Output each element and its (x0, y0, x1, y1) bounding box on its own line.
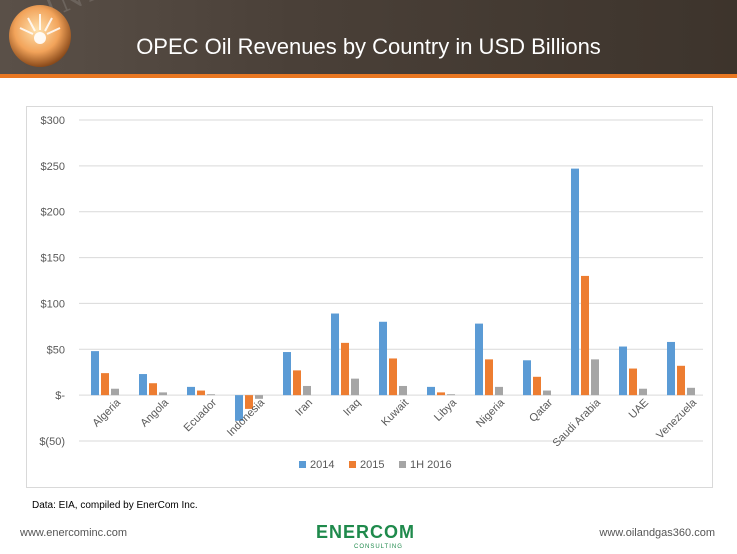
legend-swatch (299, 461, 306, 468)
bar (303, 385, 311, 396)
bar (149, 383, 157, 396)
bar (533, 376, 541, 396)
x-tick-label: Angola (138, 396, 171, 429)
bar (207, 394, 215, 396)
bar (475, 323, 483, 396)
x-tick-label: UAE (627, 397, 651, 421)
x-tick-label: Iraq (341, 397, 363, 419)
bar (139, 374, 147, 396)
bar (581, 275, 589, 396)
bar (331, 313, 339, 396)
bar (91, 351, 99, 396)
bar-chart: $300 $250 $200 $150 $100 $50 $- $(50) Algeria Ang… (39, 115, 703, 471)
source-note: Data: EIA, compiled by EnerCom Inc. (32, 500, 198, 511)
x-tick-label: Ecuador (182, 397, 220, 435)
y-tick-label: $- (55, 390, 65, 402)
legend-label: 2014 (310, 459, 334, 471)
y-tick-label: $250 (41, 161, 65, 173)
bar (255, 395, 263, 399)
bar (639, 388, 647, 396)
x-tick-label: Venezuela (654, 396, 699, 441)
legend-swatch (399, 461, 406, 468)
legend-swatch (349, 461, 356, 468)
y-tick-label: $300 (41, 115, 65, 127)
bar (187, 386, 195, 396)
bar (437, 392, 445, 396)
bar (543, 390, 551, 396)
y-tick-label: $150 (41, 253, 65, 265)
x-tick-label: Nigeria (474, 396, 508, 430)
x-tick-label: Iran (293, 397, 315, 419)
x-tick-label: Qatar (527, 397, 555, 425)
y-tick-label: $200 (41, 207, 65, 219)
header-accent-bar (0, 74, 737, 78)
enercom-orb-icon (9, 5, 71, 67)
bar (159, 392, 167, 396)
enercom-logo: ENERCOM CONSULTING (316, 516, 436, 550)
bar (629, 368, 637, 396)
chart-frame: $300 $250 $200 $150 $100 $50 $- $(50) Algeria Ang… (26, 106, 713, 488)
bar (293, 370, 301, 396)
bar (341, 342, 349, 396)
header-banner: INDUSTRY OPEC Oil Revenues by Country in… (0, 0, 737, 74)
bar (399, 385, 407, 396)
bar (619, 346, 627, 396)
bar (571, 168, 579, 396)
bar (283, 352, 291, 396)
y-tick-label: $100 (41, 298, 65, 310)
y-tick-label: $(50) (39, 436, 65, 448)
bar (111, 388, 119, 396)
x-tick-label: Libya (432, 396, 460, 424)
footer-right-link[interactable]: www.oilandgas360.com (599, 527, 715, 539)
bar (235, 395, 243, 421)
y-tick-label: $50 (47, 344, 65, 356)
bar (687, 387, 695, 396)
bar (351, 378, 359, 396)
bar (427, 386, 435, 396)
legend-label: 2015 (360, 459, 384, 471)
legend-label: 1H 2016 (410, 459, 452, 471)
bar (197, 390, 205, 396)
x-tick-label: Algeria (90, 396, 123, 429)
logo-sub: CONSULTING (354, 544, 403, 550)
x-tick-label: Kuwait (379, 397, 411, 429)
bar (447, 394, 455, 396)
bar (245, 395, 253, 409)
bar (523, 360, 531, 396)
footer-left-link[interactable]: www.enercominc.com (20, 527, 127, 539)
logo-word: ENERCOM (316, 522, 416, 542)
bar (389, 358, 397, 396)
bar (677, 365, 685, 396)
bar (667, 341, 675, 396)
page-title: OPEC Oil Revenues by Country in USD Bill… (136, 34, 601, 59)
bar (591, 359, 599, 396)
bar (485, 359, 493, 396)
bar (379, 321, 387, 396)
bar (495, 386, 503, 396)
bar (101, 373, 109, 396)
